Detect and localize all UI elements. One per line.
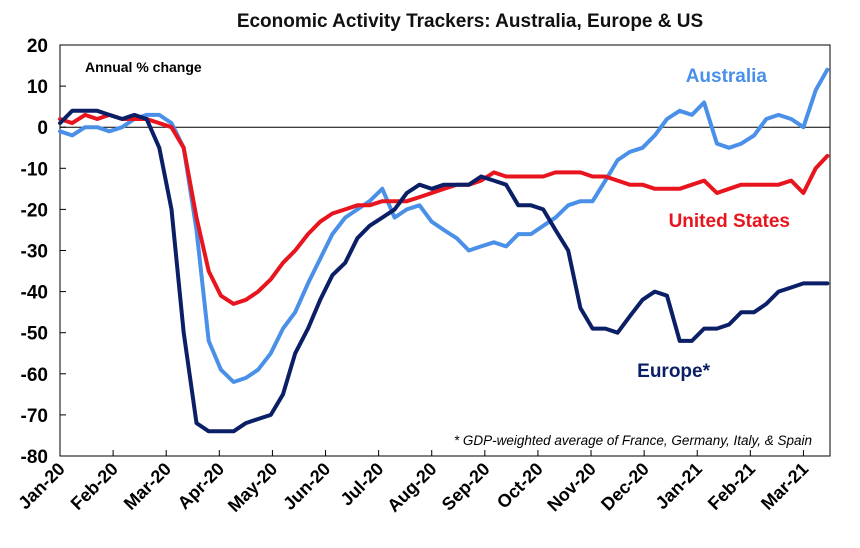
x-tick-label: Aug-20 [383, 459, 440, 516]
x-tick-label: Dec-20 [597, 459, 653, 515]
x-tick-label: Jul-20 [337, 459, 388, 510]
x-tick-label: Mar-20 [120, 459, 175, 514]
y-tick-label: -60 [21, 365, 48, 386]
series-group [58, 67, 830, 434]
y-axis: 20 10 0 -10 -20 -30 -40 -50 -60 -70 -80 [21, 36, 66, 468]
x-tick-label: Oct-20 [493, 459, 547, 513]
y-tick-label: 20 [27, 36, 48, 57]
y-tick-label: 10 [27, 77, 48, 98]
x-tick-label: Jun-20 [279, 459, 334, 514]
y-axis-label: Annual % change [85, 59, 202, 75]
x-tick-label: Jan-21 [652, 459, 706, 513]
y-tick-label: -80 [21, 447, 48, 468]
series-label-europe: Europe* [637, 361, 710, 382]
x-tick-label: Feb-20 [67, 459, 122, 514]
y-tick-label: -70 [21, 406, 48, 427]
chart-title: Economic Activity Trackers: Australia, E… [237, 11, 703, 32]
series-label-australia: Australia [686, 66, 768, 87]
x-tick-label: Feb-21 [704, 459, 759, 514]
y-tick-label: -20 [21, 200, 48, 221]
series-line-united-states [58, 112, 830, 306]
x-tick-label: Mar-21 [757, 459, 812, 514]
y-tick-label: -40 [21, 283, 48, 304]
x-tick-label: Apr-20 [174, 459, 228, 513]
y-tick-label: -50 [21, 324, 48, 345]
series-line-europe [58, 108, 830, 434]
footnote: * GDP-weighted average of France, German… [454, 433, 812, 448]
y-tick-label: -10 [21, 159, 48, 180]
x-tick-label: Sep-20 [438, 459, 494, 515]
plot-area [59, 44, 831, 457]
y-tick-label: 0 [37, 118, 48, 139]
x-tick-label: Nov-20 [543, 459, 600, 516]
x-tick-label: May-20 [224, 459, 281, 516]
y-tick-label: -30 [21, 242, 48, 263]
series-label-united-states: United States [669, 211, 790, 232]
